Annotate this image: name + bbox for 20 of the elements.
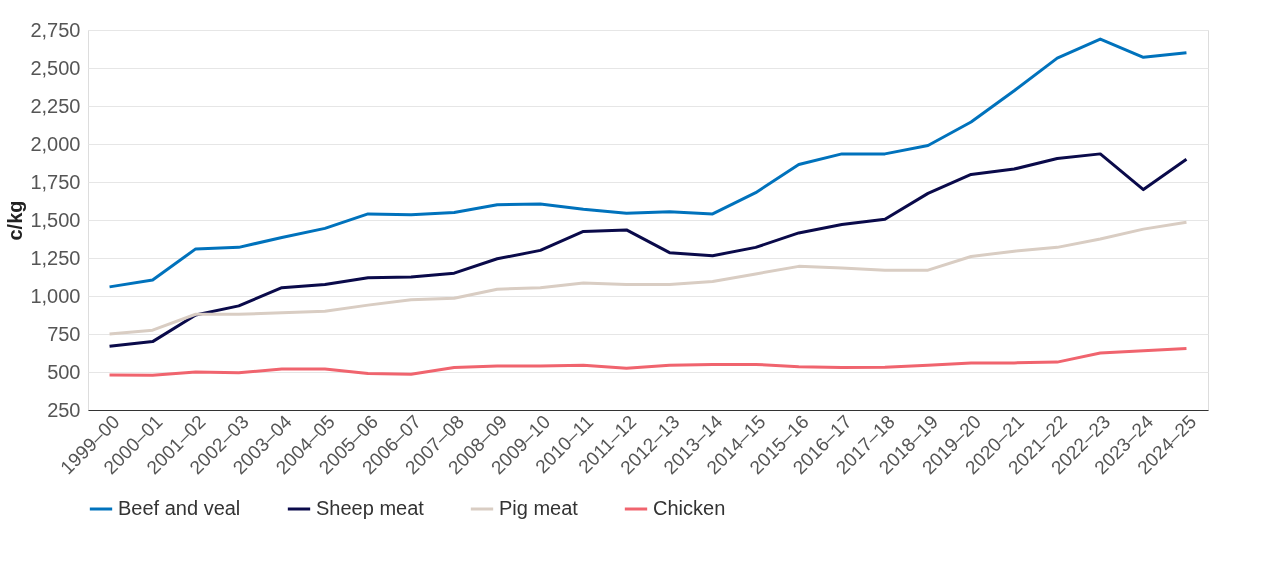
y-tick-label: 2,750 [30,18,81,41]
y-tick-label: 2,250 [30,94,81,117]
legend-label: Beef and veal [118,497,241,519]
y-tick-label: 1,750 [30,170,81,193]
legend-label: Chicken [653,497,726,519]
line-series [108,152,1188,348]
y-tick-label: 1,000 [30,284,81,307]
y-tick-label: 1,500 [30,208,81,231]
line-series [108,220,1188,336]
y-axis-title: c/kg [4,200,27,241]
legend-label: Sheep meat [316,497,425,519]
y-tick-label: 250 [47,398,81,421]
y-tick-label: 1,250 [30,246,81,269]
y-tick-label: 2,000 [30,132,81,155]
legend-label: Pig meat [499,497,579,519]
y-tick-label: 2,500 [30,56,81,79]
y-tick-label: 750 [47,322,81,345]
line-series [108,346,1188,377]
y-tick-label: 500 [47,360,81,383]
line-series [108,37,1188,289]
